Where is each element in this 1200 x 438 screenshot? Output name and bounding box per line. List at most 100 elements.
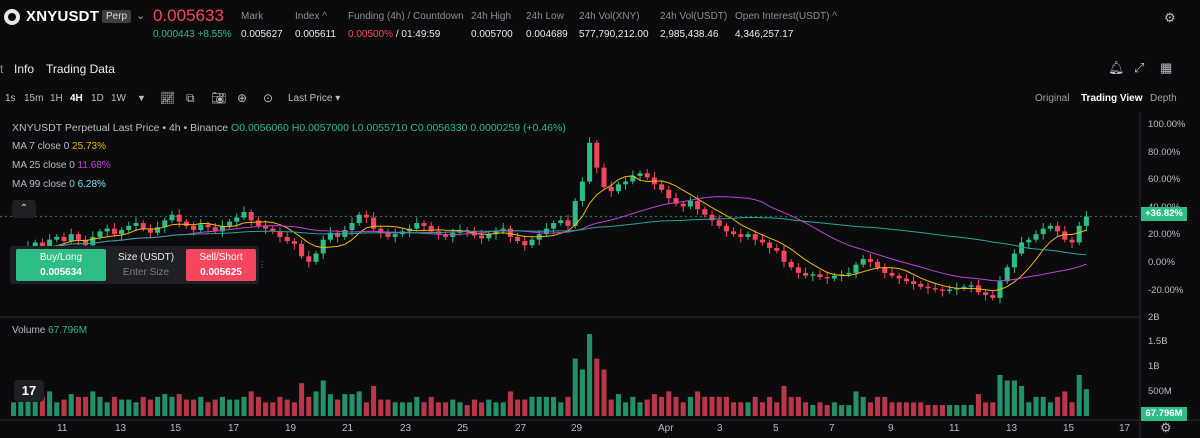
volume-bar <box>774 402 780 416</box>
tf-1d[interactable]: 1D <box>91 93 104 104</box>
volume-bar <box>500 402 506 416</box>
stat-open-interest[interactable]: Open Interest(USDT) ^ 4,346,257.17 <box>735 11 837 40</box>
tab-chart-partial[interactable]: t <box>0 62 4 76</box>
volume-bar <box>752 396 758 416</box>
symbol-name[interactable]: XNYUSDT <box>26 8 100 25</box>
volume-bar <box>738 402 744 416</box>
settings-icon[interactable]: ⚙ <box>1164 10 1176 25</box>
volume-bar <box>709 396 715 416</box>
candle-body <box>428 225 434 232</box>
drag-handle-icon[interactable]: ⋮ <box>258 260 266 269</box>
volume-bar <box>990 402 996 416</box>
chart-settings-icon[interactable]: ⚙ <box>1160 420 1172 435</box>
volume-bar <box>875 396 881 416</box>
last-price: 0.005633 <box>153 6 224 25</box>
volume-bar <box>11 402 17 416</box>
candle-body <box>579 181 585 201</box>
candle-body <box>601 167 607 188</box>
tradingview-logo-icon[interactable]: 17 <box>14 380 44 402</box>
candle-body <box>83 239 89 246</box>
stat-index[interactable]: Index ^ 0.005611 <box>295 11 336 40</box>
candle-body <box>327 232 333 240</box>
vol-tick: 1B <box>1148 361 1160 372</box>
candle-body <box>529 239 535 246</box>
price-change: 0.000443 +8.55% <box>153 29 232 40</box>
tf-15m[interactable]: 15m <box>24 93 44 104</box>
volume-bar <box>111 396 117 416</box>
collapse-legend-button[interactable]: ⌃ <box>12 200 36 218</box>
volume-bar <box>421 402 427 416</box>
candle-body <box>493 231 499 235</box>
candle-body <box>284 236 290 242</box>
tf-dropdown-icon[interactable]: ▼ <box>137 93 146 103</box>
camera-icon[interactable]: 📷︎ <box>211 91 227 105</box>
stat-mark: Mark 0.005627 <box>241 11 283 40</box>
volume-bar <box>558 402 564 416</box>
tf-4h[interactable]: 4H <box>70 93 83 104</box>
price-chart[interactable] <box>0 112 1200 438</box>
candle-body <box>392 234 398 237</box>
fullscreen-icon[interactable]: ⤢ <box>1134 60 1145 75</box>
volume-bar <box>947 405 953 416</box>
candle-body <box>104 228 110 232</box>
target-icon[interactable]: ⊙ <box>263 91 274 105</box>
price-mode-select[interactable]: Last Price ▾ <box>288 93 341 104</box>
size-input[interactable]: Size (USDT) Enter Size <box>117 252 175 278</box>
indicators-icon[interactable]: ⧉ <box>186 91 195 105</box>
candle-body <box>479 235 485 239</box>
layout-grid-icon[interactable]: ▦ <box>1160 60 1173 75</box>
sell-short-button[interactable]: Sell/Short 0.005625 <box>186 249 256 281</box>
view-trading-view[interactable]: Trading View <box>1081 93 1143 104</box>
volume-bar <box>234 399 240 416</box>
candle-body <box>954 288 960 290</box>
chart-area[interactable]: XNYUSDT Perpetual Last Price • 4h • Bina… <box>0 112 1200 438</box>
volume-bar <box>241 396 247 416</box>
add-icon[interactable]: ⊕ <box>237 91 248 105</box>
view-original[interactable]: Original <box>1035 93 1070 104</box>
volume-bar <box>1076 375 1082 416</box>
tab-info[interactable]: Info <box>14 62 35 76</box>
tab-trading-data[interactable]: Trading Data <box>46 62 115 76</box>
candle-body <box>306 256 312 262</box>
volume-bar <box>47 391 53 416</box>
volume-bar <box>32 399 38 416</box>
volume-bar <box>702 396 708 416</box>
candle-body <box>1019 242 1025 254</box>
volume-bar <box>630 396 636 416</box>
candle-body <box>32 242 38 247</box>
candle-body <box>889 272 895 276</box>
volume-bar <box>54 402 60 416</box>
current-price-tag: +36.82% <box>1141 207 1187 221</box>
volume-bar <box>529 396 535 416</box>
volume-bar <box>673 396 679 416</box>
candle-body <box>644 173 650 178</box>
buy-long-button[interactable]: Buy/Long 0.005634 <box>16 249 106 281</box>
bell-icon[interactable]: 🔔︎ <box>1108 60 1125 75</box>
legend-ohlc: O0.0056060 H0.0057000 L0.0055710 C0.0056… <box>231 122 566 134</box>
candle-body <box>486 234 492 239</box>
candle-body <box>860 259 866 265</box>
volume-bar <box>788 396 794 416</box>
volume-bar <box>522 399 528 416</box>
x-tick: 15 <box>170 423 182 434</box>
volume-bar <box>911 402 917 416</box>
volume-bar <box>824 405 830 416</box>
volume-bar <box>147 399 153 416</box>
candle-body <box>587 142 593 182</box>
tf-1h[interactable]: 1H <box>50 93 63 104</box>
tf-1s[interactable]: 1s <box>5 93 16 104</box>
candle-body <box>255 220 261 226</box>
candle-body <box>558 220 564 224</box>
tf-1w[interactable]: 1W <box>111 93 126 104</box>
candle-body <box>205 224 211 228</box>
x-tick: 11 <box>949 423 960 434</box>
symbol-dropdown-icon[interactable]: ⌄ <box>136 10 146 22</box>
candle-body <box>572 200 578 226</box>
candle-body <box>176 214 182 222</box>
volume-bar <box>507 391 513 416</box>
volume-bar <box>1040 396 1046 416</box>
chart-type-icon[interactable]: 📈︎ <box>160 91 176 105</box>
view-depth[interactable]: Depth <box>1150 93 1177 104</box>
volume-bar <box>378 399 384 416</box>
candle-body <box>947 289 953 291</box>
